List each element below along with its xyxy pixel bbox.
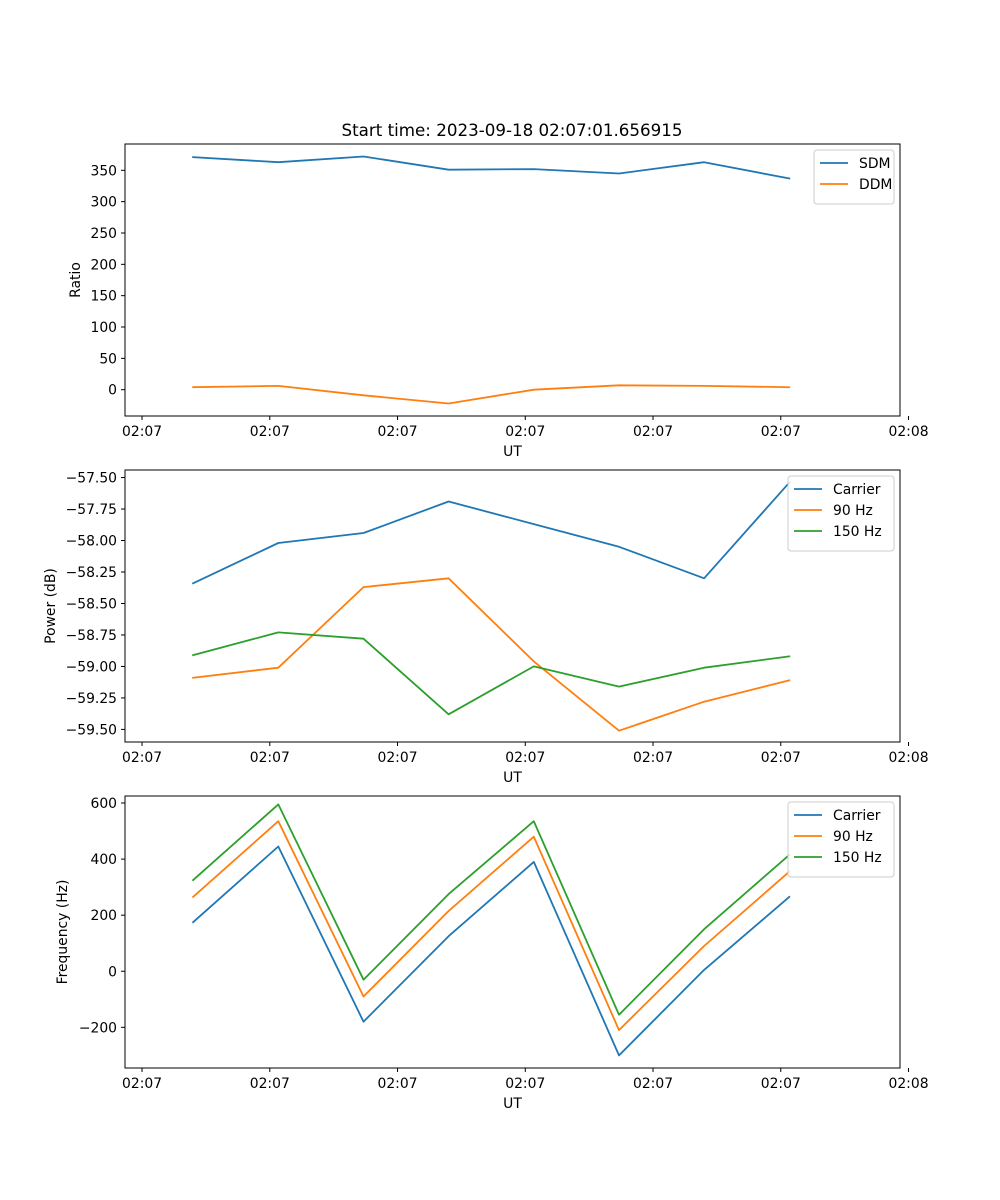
y-tick-label: −58.75	[66, 628, 117, 644]
x-tick-label: 02:07	[761, 750, 801, 766]
y-tick-label: 0	[108, 383, 117, 399]
y-tick-label: −200	[79, 1020, 117, 1036]
x-tick-label: 02:08	[889, 424, 929, 440]
y-axis-label: Frequency (Hz)	[55, 880, 71, 985]
x-tick-label: 02:07	[378, 750, 418, 766]
chart-panel-1: 02:07 02:07 02:07 02:07 02:07 02:07 02:08 0 50 10…	[68, 143, 929, 460]
y-tick-label: 600	[90, 796, 117, 812]
y-tick-label: 350	[90, 163, 117, 179]
series-line-150-hz	[191, 631, 791, 716]
x-tick-label: 02:07	[505, 1076, 545, 1092]
y-tick-label: 300	[90, 195, 117, 211]
x-tick-label: 02:07	[122, 1076, 162, 1092]
x-tick-label: 02:07	[761, 1076, 801, 1092]
legend-label-sdm: SDM	[859, 156, 891, 172]
x-tick-label: 02:07	[633, 1076, 673, 1092]
x-tick-label: 02:07	[505, 424, 545, 440]
legend: SDM DDM	[813, 149, 895, 205]
x-axis-label: UT	[503, 770, 522, 786]
series-line-carrier	[191, 481, 791, 585]
x-tick-label: 02:08	[889, 750, 929, 766]
series-line-90-hz	[192, 577, 791, 732]
axes-frame	[124, 143, 901, 417]
y-tick-label: −58.25	[66, 565, 117, 581]
legend-frame	[787, 475, 895, 552]
legend-label-150-hz: 150 Hz	[833, 524, 882, 540]
x-tick-label: 02:07	[250, 1076, 290, 1092]
y-tick-label: −57.50	[66, 471, 117, 487]
series-line-sdm	[192, 155, 791, 180]
chart-panel-2: 02:07 02:07 02:07 02:07 02:07 02:07 02:08 −59.5…	[43, 469, 929, 786]
series-line-carrier	[191, 845, 791, 1057]
y-tick-label: −59.25	[66, 691, 117, 707]
y-axis-label: Power (dB)	[43, 568, 59, 644]
panels: 02:07 02:07 02:07 02:07 02:07 02:07 02:08 0 50 10…	[43, 143, 929, 1112]
x-tick-label: 02:07	[505, 750, 545, 766]
legend: Carrier 90 Hz 150 Hz	[787, 801, 895, 878]
y-tick-label: 250	[90, 226, 117, 242]
legend-label-90-hz: 90 Hz	[833, 829, 873, 845]
y-tick-label: −58.50	[66, 596, 117, 612]
y-tick-label: 0	[108, 964, 117, 980]
x-axis-label: UT	[503, 444, 522, 460]
x-tick-label: 02:08	[889, 1076, 929, 1092]
series-line-150-hz	[191, 803, 791, 1016]
legend-label-carrier: Carrier	[833, 808, 881, 824]
x-tick-label: 02:07	[378, 1076, 418, 1092]
y-tick-label: 50	[99, 351, 117, 367]
series-line-90-hz	[191, 820, 791, 1031]
legend-label-90-hz: 90 Hz	[833, 503, 873, 519]
y-tick-label: −58.00	[66, 534, 117, 550]
legend-label-150-hz: 150 Hz	[833, 850, 882, 866]
x-tick-label: 02:07	[378, 424, 418, 440]
y-axis-label: Ratio	[68, 262, 84, 298]
x-tick-label: 02:07	[250, 750, 290, 766]
y-tick-label: 200	[90, 257, 117, 273]
y-tick-label: −57.75	[66, 502, 117, 518]
legend-label-ddm: DDM	[859, 177, 892, 193]
axes-frame	[124, 795, 901, 1069]
x-tick-label: 02:07	[633, 750, 673, 766]
x-axis-label: UT	[503, 1096, 522, 1112]
figure-title: Start time: 2023-09-18 02:07:01.656915	[342, 120, 683, 140]
y-tick-label: 400	[90, 852, 117, 868]
x-tick-label: 02:07	[122, 750, 162, 766]
legend: Carrier 90 Hz 150 Hz	[787, 475, 895, 552]
x-tick-label: 02:07	[250, 424, 290, 440]
y-tick-label: 200	[90, 908, 117, 924]
x-tick-label: 02:07	[122, 424, 162, 440]
axes-frame	[124, 469, 901, 743]
legend-label-carrier: Carrier	[833, 482, 881, 498]
y-tick-label: −59.00	[66, 659, 117, 675]
y-tick-label: 150	[90, 289, 117, 305]
x-tick-label: 02:07	[633, 424, 673, 440]
y-tick-label: 100	[90, 320, 117, 336]
x-tick-label: 02:07	[761, 424, 801, 440]
series-line-ddm	[192, 384, 791, 405]
legend-frame	[787, 801, 895, 878]
y-tick-label: −59.50	[66, 722, 117, 738]
chart-panel-3: 02:07 02:07 02:07 02:07 02:07 02:07 02:08 −200 0…	[55, 795, 929, 1112]
